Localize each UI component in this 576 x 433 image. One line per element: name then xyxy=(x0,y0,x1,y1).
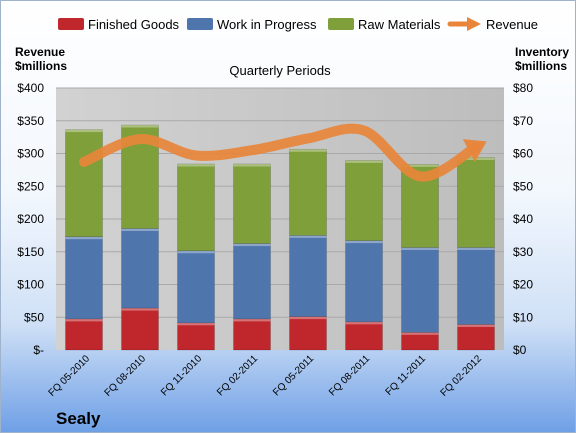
legend-swatch-finished-goods xyxy=(58,18,84,30)
left-axis-ticks: $- $50 $100 $150 $200 $250 $300 $350 $400 xyxy=(17,81,44,357)
legend-label-revenue: Revenue xyxy=(486,17,538,32)
bar-work-in-progress-edge xyxy=(233,243,271,247)
bar-raw-materials-edge xyxy=(65,129,103,133)
bar-finished-goods-edge xyxy=(177,322,215,326)
left-tick-label: $350 xyxy=(17,114,44,128)
bar-work-in-progress-edge xyxy=(65,236,103,240)
bar-finished-goods-edge xyxy=(401,332,439,335)
bars xyxy=(65,124,495,351)
bar-finished-goods-edge xyxy=(233,318,271,322)
bar-finished-goods xyxy=(233,318,271,351)
bar-raw-materials xyxy=(457,157,495,248)
bar-raw-materials xyxy=(345,160,383,241)
left-tick-label: $300 xyxy=(17,147,44,161)
category-label: FQ 08-2011 xyxy=(327,353,372,398)
bar-finished-goods-edge xyxy=(65,318,103,322)
right-axis-ticks: $0 $10 $20 $30 $40 $50 $60 $70 $80 xyxy=(513,81,533,357)
bar-finished-goods-edge xyxy=(345,321,383,325)
legend-swatch-work-in-progress xyxy=(187,18,213,30)
bar-finished-goods xyxy=(457,324,495,351)
left-tick-label: $400 xyxy=(17,81,44,95)
legend-label-work-in-progress: Work in Progress xyxy=(217,17,317,32)
bar-work-in-progress-edge xyxy=(289,235,327,238)
bar-raw-materials-edge xyxy=(345,160,383,163)
bar-finished-goods-edge xyxy=(457,324,495,327)
bar-raw-materials-edge xyxy=(289,149,327,152)
bar-raw-materials-edge xyxy=(177,163,215,167)
category-label: FQ 11-2011 xyxy=(384,353,429,398)
chart-title: Quarterly Periods xyxy=(229,63,331,78)
bar-work-in-progress xyxy=(65,236,103,320)
bar-raw-materials xyxy=(177,163,215,252)
bar-finished-goods xyxy=(401,332,439,351)
legend-swatch-revenue xyxy=(447,17,481,31)
category-label: FQ 05-2010 xyxy=(47,353,93,399)
left-tick-label: $- xyxy=(33,343,44,357)
bar-finished-goods xyxy=(289,316,327,351)
left-tick-label: $50 xyxy=(24,310,44,324)
right-tick-label: $70 xyxy=(513,114,533,128)
bar-finished-goods xyxy=(345,321,383,351)
bar-work-in-progress xyxy=(345,240,383,323)
bar-work-in-progress xyxy=(457,247,495,325)
left-tick-label: $250 xyxy=(17,179,44,193)
legend-label-finished-goods: Finished Goods xyxy=(88,17,180,32)
right-tick-label: $20 xyxy=(513,278,533,292)
bar-work-in-progress-edge xyxy=(345,240,383,244)
bar-raw-materials xyxy=(233,163,271,244)
category-label: FQ 02-2011 xyxy=(215,353,260,398)
left-tick-label: $150 xyxy=(17,245,44,259)
bar-work-in-progress-edge xyxy=(457,247,495,250)
bar-raw-materials-edge xyxy=(401,164,439,167)
bar-raw-materials-edge xyxy=(233,163,271,167)
right-axis-title: Inventory $millions xyxy=(515,45,569,73)
category-label: FQ 08-2010 xyxy=(103,353,149,399)
right-tick-label: $80 xyxy=(513,81,533,95)
legend: Finished Goods Work in Progress Raw Mate… xyxy=(58,17,538,32)
right-tick-label: $50 xyxy=(513,179,533,193)
bar-work-in-progress xyxy=(233,243,271,320)
bar-work-in-progress xyxy=(401,247,439,333)
category-label: FQ 11-2010 xyxy=(159,353,204,398)
category-label: FQ 02-2012 xyxy=(439,353,485,399)
bar-work-in-progress-edge xyxy=(177,250,215,254)
category-label: FQ 05-2011 xyxy=(271,353,316,398)
right-tick-label: $60 xyxy=(513,147,533,161)
revenue-series xyxy=(79,123,487,182)
bar-finished-goods-edge xyxy=(289,316,327,320)
bar-raw-materials xyxy=(65,129,103,237)
revenue-line xyxy=(79,123,481,182)
category-labels: FQ 05-2010 FQ 08-2010 FQ 11-2010 FQ 02-2011… xyxy=(47,353,485,399)
company-name: Sealy xyxy=(56,409,101,428)
bar-finished-goods xyxy=(177,322,215,351)
bar-finished-goods xyxy=(65,318,103,351)
bar-work-in-progress xyxy=(177,250,215,324)
right-tick-label: $40 xyxy=(513,212,533,226)
bar-raw-materials-edge xyxy=(121,125,159,128)
legend-swatch-raw-materials xyxy=(328,18,354,30)
legend-label-raw-materials: Raw Materials xyxy=(358,17,441,32)
bar-work-in-progress xyxy=(121,228,159,309)
right-tick-label: $0 xyxy=(513,343,527,357)
bar-work-in-progress-edge xyxy=(121,228,159,231)
left-axis-title: Revenue $millions xyxy=(15,45,67,73)
bar-finished-goods-edge xyxy=(121,308,159,311)
bar-work-in-progress-edge xyxy=(401,247,439,250)
right-tick-label: $30 xyxy=(513,245,533,259)
revenue-arrowhead xyxy=(462,139,487,163)
bar-finished-goods xyxy=(121,307,159,351)
right-tick-label: $10 xyxy=(513,310,533,324)
bar-work-in-progress xyxy=(289,235,327,317)
bar-raw-materials xyxy=(289,148,327,236)
left-tick-label: $200 xyxy=(17,212,44,226)
left-tick-label: $100 xyxy=(17,278,44,292)
